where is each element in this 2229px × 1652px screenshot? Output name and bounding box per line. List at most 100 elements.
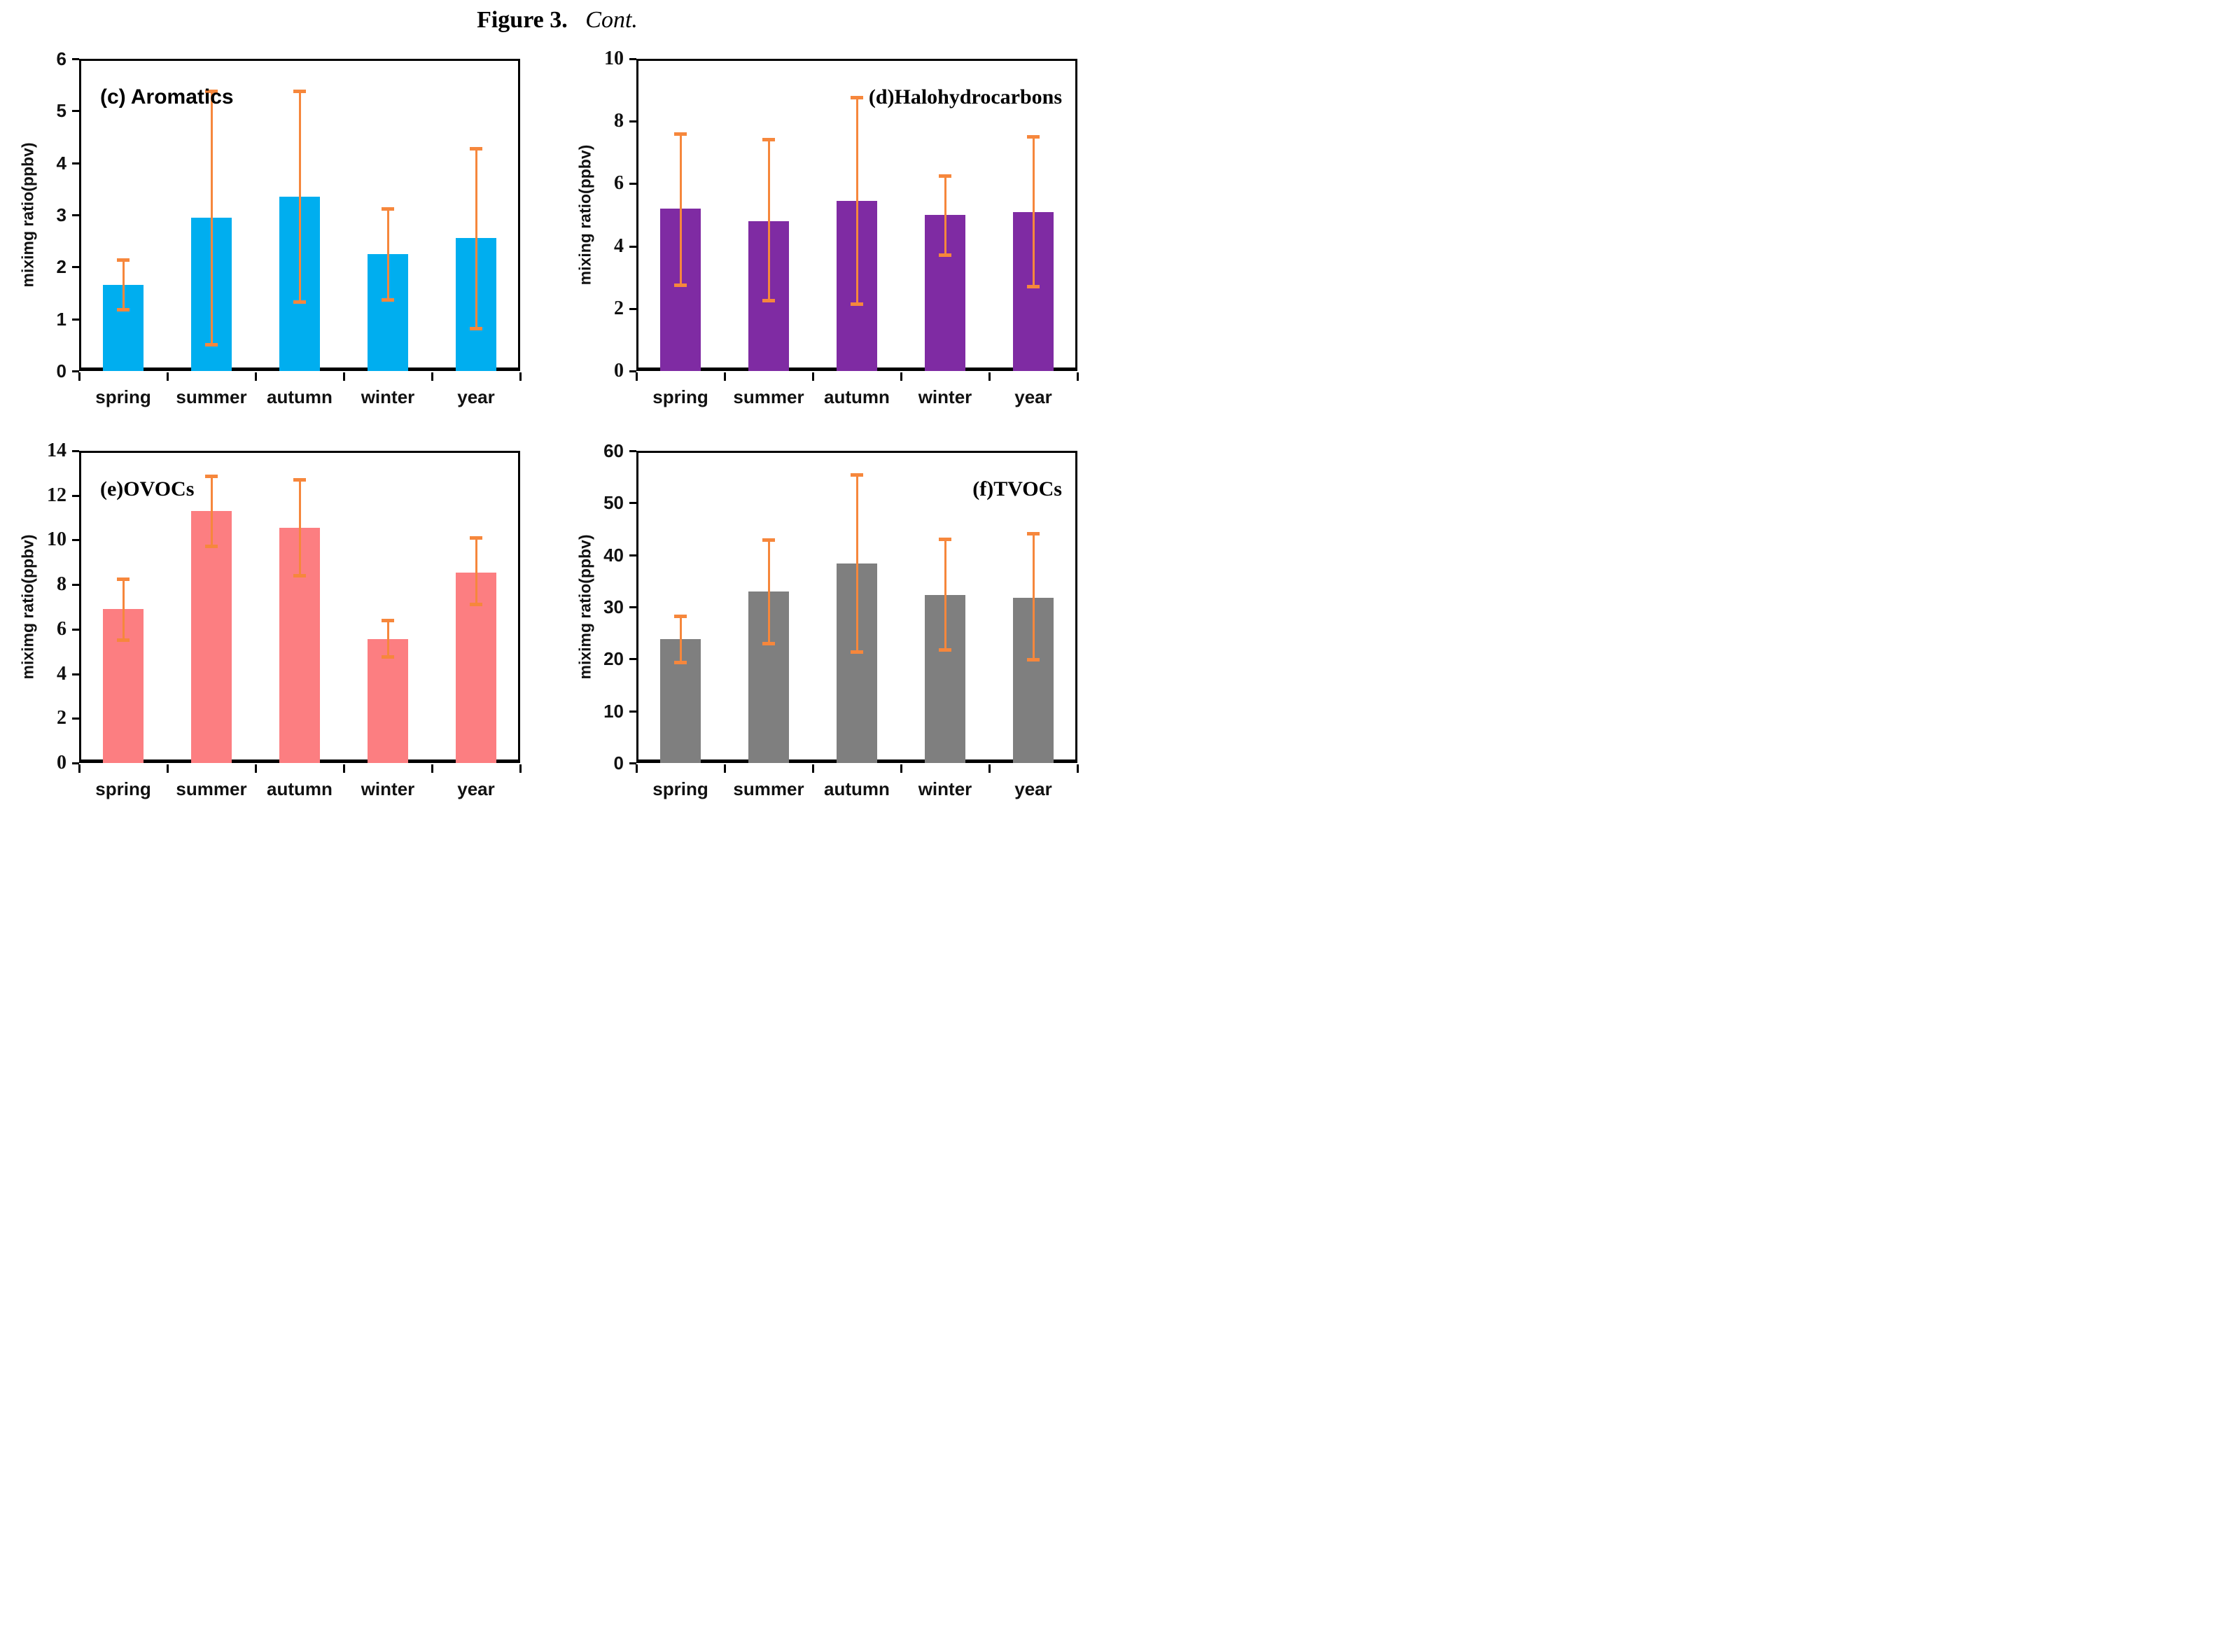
y-tick-mark bbox=[72, 162, 79, 164]
y-tick-label: 0 bbox=[57, 752, 67, 774]
error-cap-top bbox=[117, 258, 130, 262]
x-tick-mark bbox=[431, 372, 433, 381]
y-tick-label: 1 bbox=[56, 308, 67, 330]
error-cap-bottom bbox=[117, 638, 130, 643]
y-tick-label: 2 bbox=[56, 256, 67, 278]
x-tick-mark bbox=[988, 764, 991, 773]
y-tick-label: 5 bbox=[56, 100, 67, 122]
y-tick-label: 2 bbox=[614, 297, 624, 319]
x-category-label: autumn bbox=[824, 778, 890, 799]
y-tick-mark bbox=[72, 266, 79, 269]
x-tick-mark bbox=[343, 764, 345, 773]
error-cap-top bbox=[205, 475, 218, 479]
error-cap-bottom bbox=[382, 655, 394, 659]
x-category-label: summer bbox=[733, 778, 804, 799]
y-tick-label: 3 bbox=[56, 204, 67, 225]
y-tick-mark bbox=[629, 450, 636, 452]
error-bar-c-summer bbox=[210, 91, 213, 345]
chart-f: 0 10 20 30 40 50 60 spring summer autumn winter yea… bbox=[563, 435, 1109, 826]
y-tick-label: 50 bbox=[603, 492, 624, 514]
y-tick-mark bbox=[629, 120, 636, 123]
x-tick-mark bbox=[519, 372, 522, 381]
y-tick-mark bbox=[629, 762, 636, 764]
error-cap-top bbox=[939, 174, 951, 178]
x-tick-mark bbox=[255, 372, 257, 381]
y-tick-mark bbox=[72, 214, 79, 216]
error-cap-bottom bbox=[762, 299, 775, 303]
x-tick-mark bbox=[167, 764, 169, 773]
y-tick-mark bbox=[629, 245, 636, 248]
y-tick-mark bbox=[72, 370, 79, 372]
error-cap-bottom bbox=[1027, 285, 1040, 289]
x-category-label: spring bbox=[95, 778, 151, 799]
x-tick-mark bbox=[724, 372, 726, 381]
y-tick-mark bbox=[72, 539, 79, 542]
y-tick-mark bbox=[629, 183, 636, 186]
x-tick-mark bbox=[812, 372, 814, 381]
y-tick-mark bbox=[629, 658, 636, 661]
error-cap-bottom bbox=[674, 661, 687, 665]
chart-e: 0 2 4 6 8 10 12 14 spring summer autumn winter year m… bbox=[6, 435, 552, 826]
bar-e-winter bbox=[368, 639, 408, 763]
x-category-label: spring bbox=[95, 386, 151, 407]
y-tick-label: 2 bbox=[57, 707, 67, 729]
error-bar-d-year bbox=[1032, 136, 1035, 287]
y-tick-label: 6 bbox=[56, 48, 67, 69]
x-tick-mark bbox=[636, 372, 638, 381]
x-category-label: winter bbox=[918, 778, 972, 799]
x-tick-mark bbox=[78, 764, 81, 773]
figure-title: Figure 3. Cont. bbox=[0, 7, 1114, 34]
error-cap-top bbox=[1027, 135, 1040, 139]
bar-e-summer bbox=[191, 511, 232, 763]
y-tick-label: 10 bbox=[603, 700, 624, 722]
y-tick-mark bbox=[629, 710, 636, 713]
error-bar-e-spring bbox=[122, 579, 125, 640]
error-cap-bottom bbox=[939, 648, 951, 652]
figure-title-spacer bbox=[573, 7, 580, 33]
x-category-label: winter bbox=[918, 386, 972, 407]
error-cap-top bbox=[851, 96, 863, 100]
y-tick-mark bbox=[72, 58, 79, 60]
chart-title-d: (d)Halohydrocarbons bbox=[868, 85, 1062, 108]
x-tick-mark bbox=[900, 764, 902, 773]
figure-title-italic: Cont. bbox=[585, 7, 638, 33]
error-bar-e-autumn bbox=[298, 479, 301, 576]
x-tick-mark bbox=[431, 764, 433, 773]
y-tick-label: 8 bbox=[614, 110, 624, 132]
y-tick-label: 6 bbox=[57, 617, 67, 640]
chart-title-e: (e)OVOCs bbox=[100, 477, 195, 500]
error-bar-e-winter bbox=[386, 620, 389, 657]
error-cap-bottom bbox=[939, 253, 951, 258]
error-bar-c-spring bbox=[122, 260, 125, 310]
y-tick-label: 14 bbox=[47, 440, 67, 461]
error-cap-bottom bbox=[205, 343, 218, 347]
x-category-label: winter bbox=[361, 386, 415, 407]
charts-grid: 0 1 2 3 4 5 6 spring summer autumn winter year mixim… bbox=[6, 43, 1109, 827]
x-category-label: summer bbox=[176, 778, 247, 799]
chart-c: 0 1 2 3 4 5 6 spring summer autumn winter year mixim… bbox=[6, 43, 552, 434]
error-cap-top bbox=[293, 477, 306, 482]
error-bar-c-winter bbox=[386, 209, 389, 300]
y-axis-label-f: miximg ratio(ppbv) bbox=[575, 534, 594, 680]
y-tick-label: 30 bbox=[603, 596, 624, 617]
y-axis-label-c: miximg ratio(ppbv) bbox=[18, 142, 37, 288]
error-bar-d-spring bbox=[679, 134, 682, 286]
x-category-label: summer bbox=[733, 386, 804, 407]
y-tick-label: 20 bbox=[603, 648, 624, 670]
chart-d: 0 2 4 6 8 10 spring summer autumn winter year mixin… bbox=[563, 43, 1109, 434]
error-cap-top bbox=[1027, 532, 1040, 536]
y-tick-label: 4 bbox=[56, 152, 67, 174]
y-tick-mark bbox=[72, 318, 79, 321]
x-category-label: spring bbox=[652, 386, 708, 407]
error-cap-bottom bbox=[382, 298, 394, 302]
y-axis-label-e: miximg ratio(ppbv) bbox=[18, 534, 37, 680]
error-bar-c-autumn bbox=[298, 91, 301, 302]
error-cap-top bbox=[674, 132, 687, 136]
y-tick-mark bbox=[72, 628, 79, 631]
y-tick-label: 4 bbox=[614, 234, 624, 257]
error-cap-bottom bbox=[117, 307, 130, 312]
x-category-label: year bbox=[457, 778, 495, 799]
error-cap-top bbox=[939, 537, 951, 541]
error-cap-top bbox=[762, 538, 775, 542]
y-tick-label: 4 bbox=[57, 662, 67, 685]
